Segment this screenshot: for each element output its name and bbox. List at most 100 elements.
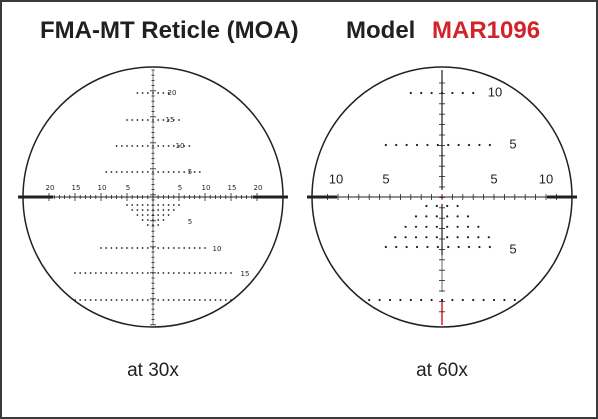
dot	[100, 299, 102, 301]
dot	[178, 171, 180, 173]
dot	[425, 236, 428, 239]
dot	[152, 92, 154, 94]
label: 5	[382, 171, 389, 186]
dot	[110, 247, 113, 249]
dot	[440, 298, 444, 302]
dot	[152, 209, 154, 211]
dot	[183, 145, 186, 147]
dot	[219, 272, 222, 274]
dot	[167, 247, 170, 249]
dot	[157, 92, 160, 94]
dot	[146, 119, 149, 121]
dot	[167, 145, 170, 147]
dot	[172, 119, 175, 121]
dot	[141, 219, 144, 221]
dot	[110, 272, 113, 274]
dot	[167, 209, 170, 211]
dot	[131, 145, 134, 147]
dot	[193, 171, 196, 173]
dot	[478, 245, 481, 249]
dot	[162, 204, 165, 206]
dot	[188, 247, 191, 249]
dot	[167, 214, 170, 216]
dot	[157, 145, 160, 147]
dot	[162, 171, 165, 173]
dot	[204, 247, 206, 249]
dot	[368, 298, 371, 302]
dot	[146, 209, 149, 211]
dot	[395, 245, 398, 249]
dot	[152, 247, 154, 249]
dot	[178, 299, 180, 301]
dot	[167, 299, 170, 301]
dot	[172, 272, 175, 274]
label: 5	[178, 184, 182, 192]
dot	[436, 143, 439, 147]
dot	[120, 247, 123, 249]
dot	[126, 299, 128, 301]
dot	[183, 247, 186, 249]
dot	[79, 272, 82, 274]
dot	[110, 171, 113, 173]
dot	[230, 299, 232, 301]
dot	[157, 214, 160, 216]
dot	[492, 298, 496, 302]
dot	[209, 272, 212, 274]
dot	[172, 204, 175, 206]
dot	[188, 272, 191, 274]
dot	[178, 247, 180, 249]
dot	[115, 145, 118, 147]
dot	[394, 236, 397, 239]
dot	[152, 119, 154, 121]
dot	[110, 299, 113, 301]
dot	[456, 204, 459, 208]
dot	[136, 247, 139, 249]
dot	[183, 272, 186, 274]
dot	[162, 145, 165, 147]
dot	[84, 299, 87, 301]
dot	[178, 145, 180, 147]
dot	[162, 247, 165, 249]
dot	[126, 272, 128, 274]
label: 20	[254, 184, 263, 192]
dot	[105, 171, 108, 173]
dot	[136, 171, 139, 173]
dot	[172, 145, 175, 147]
label: 10	[488, 84, 502, 99]
dot	[146, 145, 149, 147]
dot	[152, 272, 154, 274]
dot	[120, 145, 123, 147]
model-prefix: Model	[346, 17, 415, 44]
dot	[157, 204, 160, 206]
dot	[146, 299, 149, 301]
dot	[167, 92, 170, 94]
dot	[230, 272, 232, 274]
dot	[131, 119, 134, 121]
dot	[404, 225, 407, 228]
dot	[425, 225, 428, 228]
dot	[84, 272, 87, 274]
label: 10	[213, 245, 222, 253]
dot	[193, 272, 196, 274]
dot	[141, 247, 144, 249]
dot	[126, 119, 128, 121]
dot	[446, 225, 449, 228]
dot	[146, 204, 149, 206]
dot	[193, 247, 196, 249]
caption: at 60x	[416, 360, 468, 381]
dot	[457, 143, 460, 147]
dot	[461, 298, 464, 302]
dot	[157, 247, 160, 249]
dot	[209, 299, 212, 301]
dot	[456, 236, 459, 239]
dot	[157, 171, 160, 173]
dot	[152, 171, 154, 173]
dot	[141, 171, 144, 173]
label: 15	[228, 184, 237, 192]
label: 10	[176, 142, 185, 150]
dot	[214, 299, 217, 301]
dot	[478, 143, 481, 147]
dot	[198, 171, 201, 173]
dot	[157, 299, 160, 301]
dot	[89, 299, 92, 301]
